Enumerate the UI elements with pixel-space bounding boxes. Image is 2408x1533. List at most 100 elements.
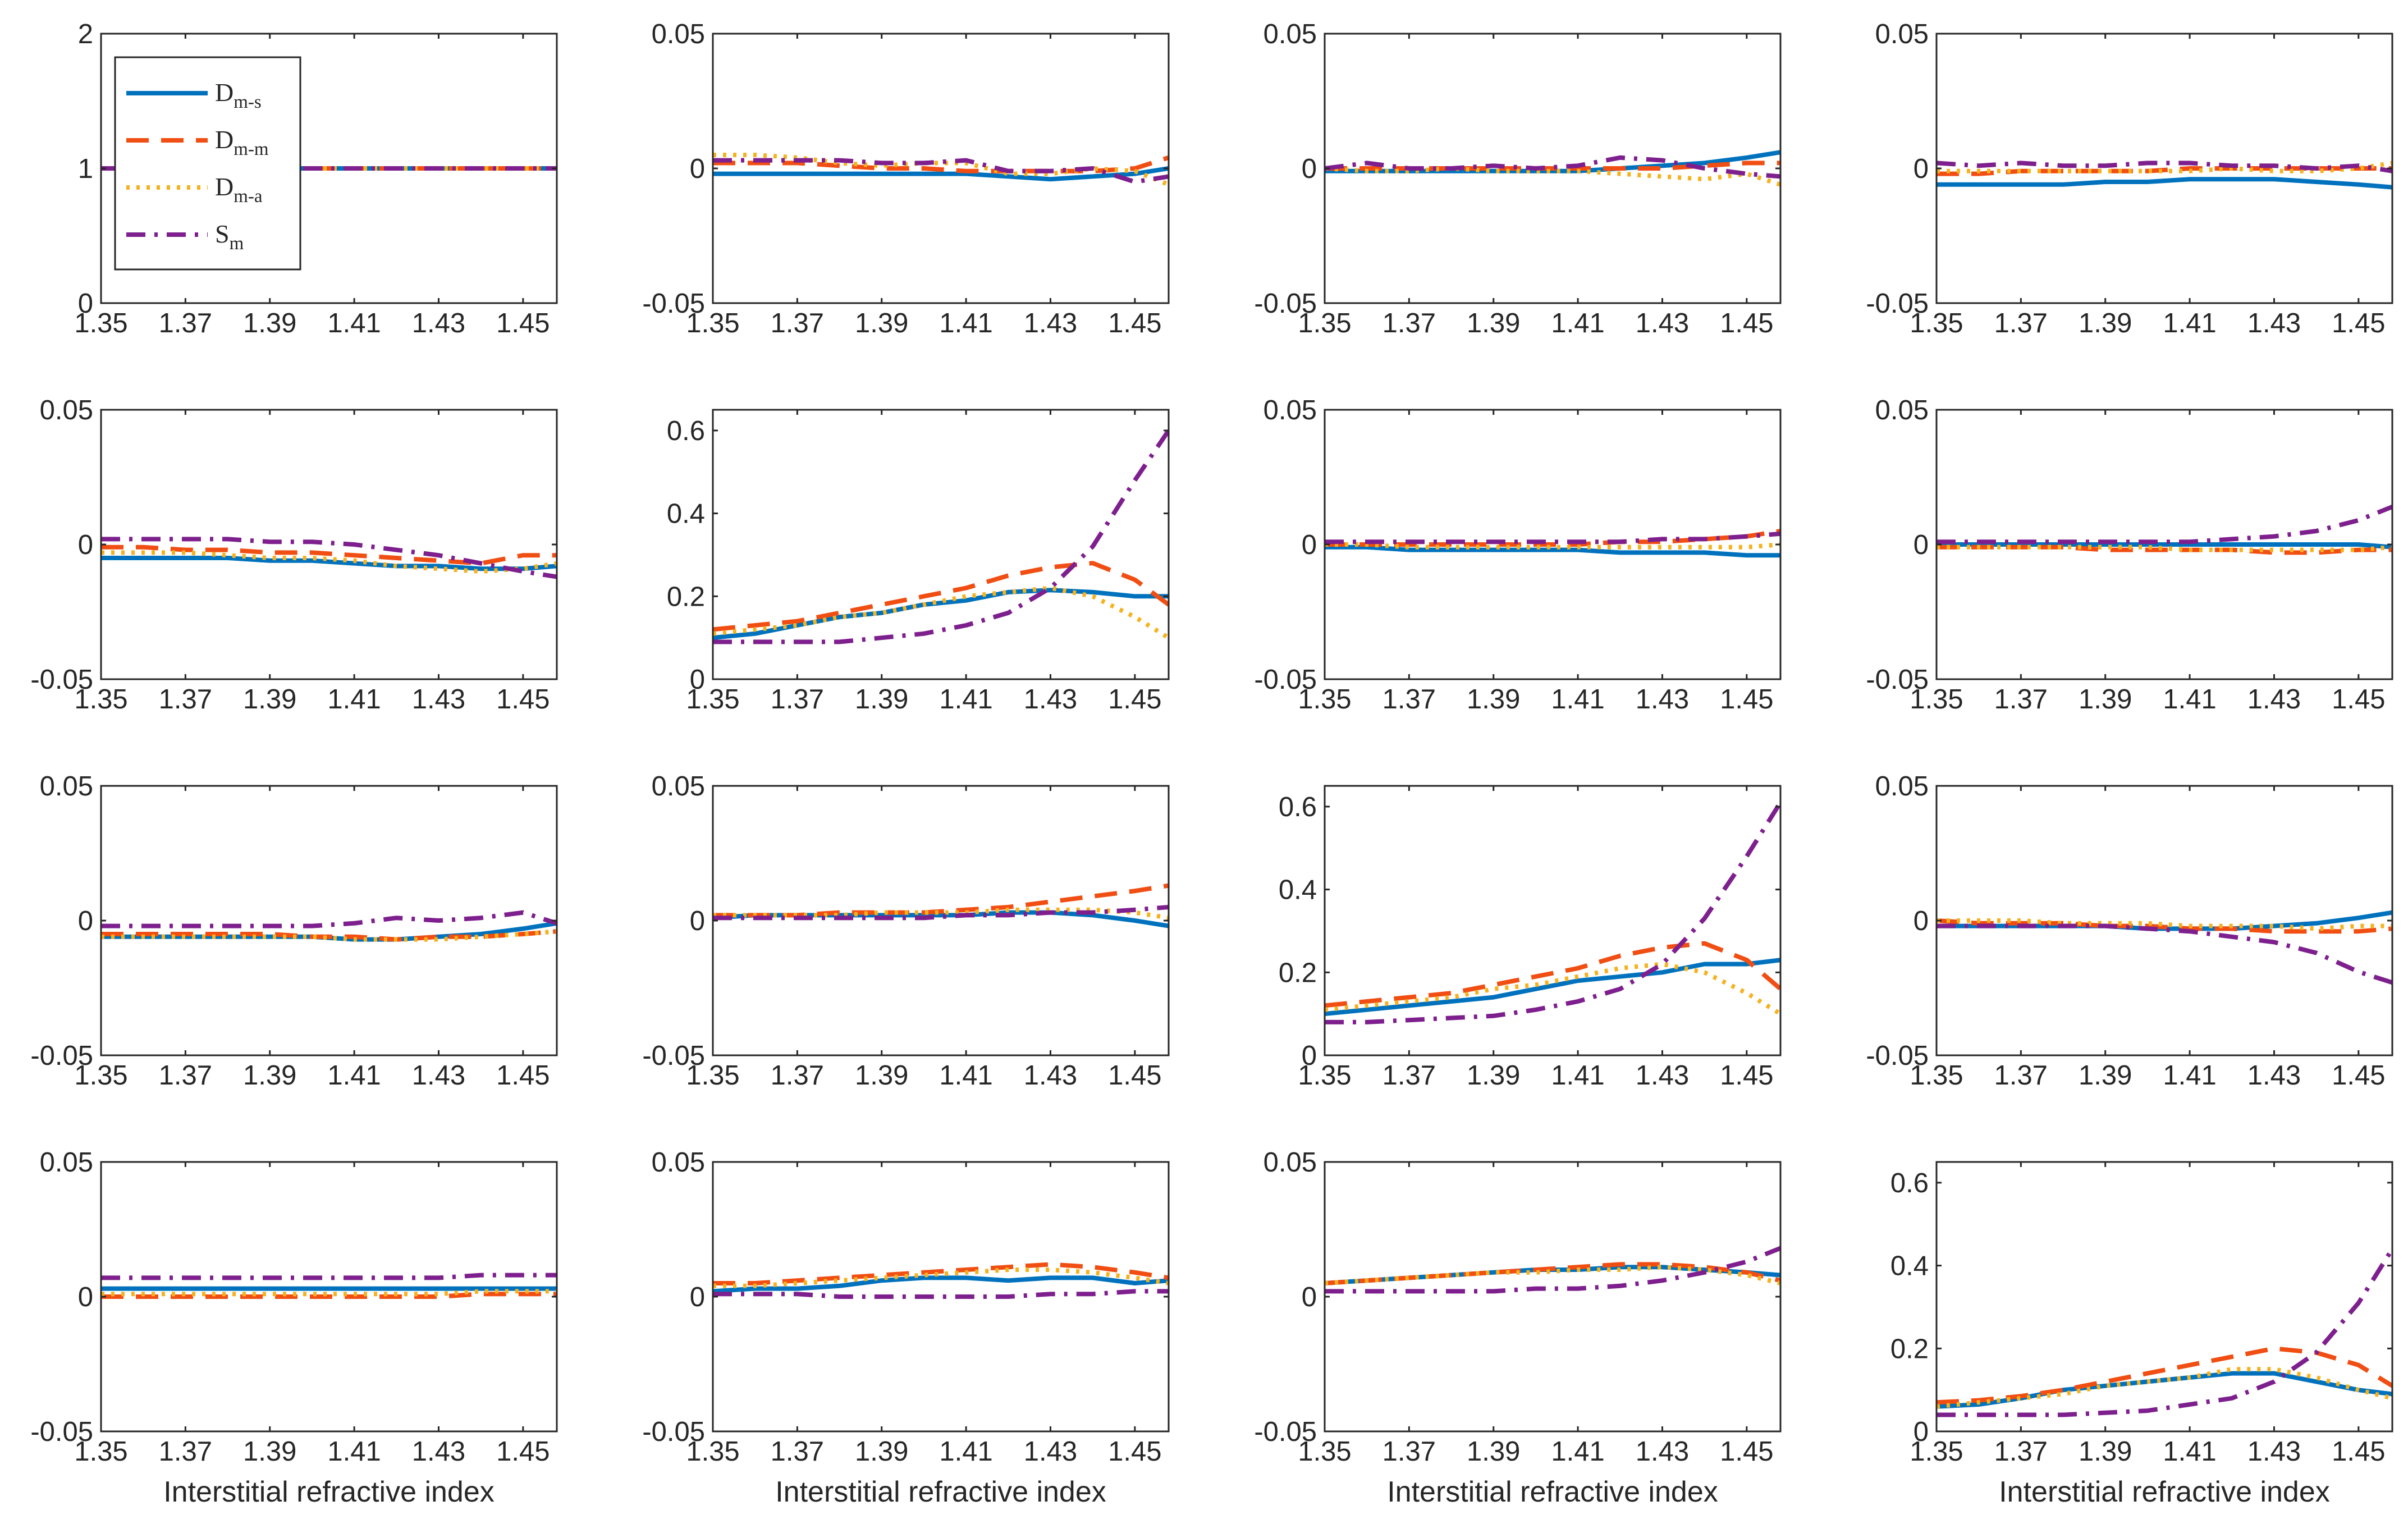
x-tick-label: 1.41: [2163, 308, 2216, 338]
x-tick-label: 1.41: [327, 308, 381, 338]
y-tick-label: 0.2: [1279, 958, 1317, 988]
x-tick-label: 1.35: [74, 1060, 127, 1091]
y-tick-label: 1: [78, 154, 93, 184]
x-tick-label: 1.45: [1108, 308, 1161, 338]
series-line-Sm: [1325, 155, 1780, 179]
x-tick-label: 1.39: [2079, 684, 2132, 715]
y-tick-label: -0.05: [642, 289, 705, 319]
y-tick-label: 0.05: [40, 1147, 93, 1178]
series-line-Sm: [713, 158, 1169, 184]
panel-3-3: 1.35 1.37 1.39 1.41 1.43 1.45 0 0.2 0.4 0.6: [1279, 785, 1782, 1091]
series-line-Dms: [1325, 544, 1780, 558]
x-tick-label: 1.41: [1551, 1060, 1604, 1091]
series-line-Dms: [101, 556, 557, 571]
x-tick-label: 1.37: [1382, 308, 1436, 338]
series-line-Dms: [713, 1275, 1169, 1294]
y-tick-label: -0.05: [30, 1041, 93, 1071]
series-line-Dmm: [1325, 529, 1780, 547]
panel-3-4: 1.35 1.37 1.39 1.41 1.43 1.45 -0.05 0 0.05: [1866, 771, 2393, 1091]
panel-4-4: 1.35 1.37 1.39 1.41 1.43 1.45 0 0.2 0.4 0.6 Inters…: [1890, 1161, 2393, 1508]
x-tick-label: 1.41: [327, 1060, 381, 1091]
x-tick-label: 1.37: [1994, 308, 2048, 338]
x-tick-label: 1.39: [2079, 308, 2132, 338]
y-tick-label: 0: [1302, 1282, 1317, 1312]
y-tick-label: 0.05: [652, 1147, 705, 1178]
series-line-Dmm: [713, 561, 1169, 632]
legend-label: Dm-s: [215, 78, 262, 112]
x-tick-label: 1.41: [939, 684, 992, 715]
y-tick-label: 0.05: [1263, 395, 1317, 425]
series-line-Sm: [1937, 505, 2392, 544]
panel-2-1: 1.35 1.37 1.39 1.41 1.43 1.45 -0.05 0 0.05: [30, 395, 558, 715]
series-line-Sm: [1325, 531, 1780, 544]
series-group: [713, 1262, 1169, 1299]
y-tick-label: 0: [1913, 530, 1929, 560]
plot-area: [713, 410, 1169, 679]
y-tick-label: 0.6: [1279, 792, 1317, 822]
x-tick-label: 1.41: [2163, 684, 2216, 715]
x-tick-label: 1.43: [412, 684, 465, 715]
plot-area: [101, 786, 557, 1055]
x-tick-label: 1.45: [1108, 1060, 1161, 1091]
legend-item-Dma: Dm-a: [126, 172, 263, 207]
x-tick-label: 1.45: [2332, 308, 2385, 338]
x-tick-label: 1.43: [1636, 308, 1689, 338]
x-tick-label: 1.43: [412, 308, 465, 338]
series-group: [101, 1273, 557, 1299]
series-line-Dma: [1937, 1367, 2392, 1409]
legend-label: Dm-a: [215, 172, 263, 207]
x-tick-label: 1.37: [771, 684, 824, 715]
legend-item-Sm: Sm: [126, 219, 244, 254]
x-tick-label: 1.41: [327, 1436, 381, 1467]
x-tick-label: 1.45: [2332, 684, 2385, 715]
panel-2-2: 1.35 1.37 1.39 1.41 1.43 1.45 0 0.2 0.4 0.6: [667, 409, 1170, 715]
y-tick-label: 2: [78, 19, 93, 49]
y-tick-label: 0: [1913, 1417, 1929, 1447]
x-tick-label: 1.37: [1994, 1436, 2048, 1467]
series-line-Dmm: [713, 155, 1169, 173]
x-tick-label: 1.45: [1108, 684, 1161, 715]
series-line-Dmm: [1937, 544, 2392, 555]
y-tick-label: -0.05: [30, 665, 93, 695]
x-tick-label: 1.35: [686, 1436, 739, 1467]
series-line-Dma: [101, 929, 557, 942]
x-axis-label: Interstitial refractive index: [775, 1476, 1106, 1508]
axes-frame: [1324, 785, 1782, 1056]
x-tick-label: 1.35: [1910, 1060, 1963, 1091]
y-tick-label: 0: [690, 154, 705, 184]
x-tick-label: 1.37: [1994, 684, 2048, 715]
series-line-Dms: [101, 921, 557, 942]
x-tick-label: 1.39: [2079, 1060, 2132, 1091]
series-line-Dmm: [101, 1292, 557, 1299]
y-tick-label: -0.05: [30, 1417, 93, 1447]
y-tick-label: 0: [78, 1282, 93, 1312]
y-tick-label: -0.05: [1254, 1417, 1317, 1447]
x-tick-label: 1.41: [327, 684, 381, 715]
series-line-Dma: [1937, 544, 2392, 552]
series-line-Sm: [1937, 923, 2392, 985]
x-tick-label: 1.39: [1467, 1436, 1520, 1467]
x-tick-label: 1.45: [496, 308, 550, 338]
series-line-Sm: [1325, 801, 1780, 1024]
x-tick-label: 1.39: [855, 308, 908, 338]
x-tick-label: 1.35: [686, 308, 739, 338]
series-line-Sm: [1325, 1246, 1780, 1294]
x-tick-label: 1.35: [1298, 1436, 1351, 1467]
y-tick-label: 0: [690, 1282, 705, 1312]
x-tick-label: 1.43: [2247, 308, 2301, 338]
y-tick-label: 0.05: [652, 771, 705, 802]
panel-3-1: 1.35 1.37 1.39 1.41 1.43 1.45 -0.05 0 0.05: [30, 771, 558, 1091]
x-tick-label: 1.43: [1024, 1060, 1077, 1091]
plot-area: [1937, 786, 2392, 1055]
y-tick-label: 0.6: [1890, 1168, 1929, 1198]
x-tick-label: 1.39: [243, 1060, 296, 1091]
series-line-Sm: [101, 910, 557, 928]
x-tick-label: 1.45: [1720, 308, 1773, 338]
y-tick-label: -0.05: [1866, 289, 1929, 319]
x-tick-label: 1.37: [771, 1436, 824, 1467]
series-line-Dmm: [101, 544, 557, 566]
y-tick-label: 0.05: [1263, 1147, 1317, 1178]
panel-1-4: 1.35 1.37 1.39 1.41 1.43 1.45 -0.05 0 0.05: [1866, 19, 2393, 338]
